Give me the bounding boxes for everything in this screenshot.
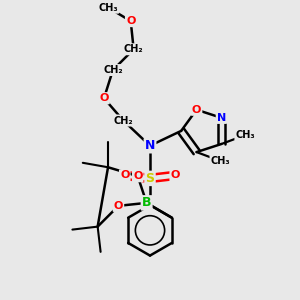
Text: CH₂: CH₂: [103, 65, 123, 75]
Text: CH₃: CH₃: [99, 3, 118, 13]
Text: CH₂: CH₂: [124, 44, 143, 54]
Text: O: O: [99, 93, 109, 103]
Text: S: S: [146, 172, 154, 185]
Text: O: O: [120, 170, 130, 180]
Text: CH₃: CH₃: [236, 130, 255, 140]
Text: O: O: [133, 171, 142, 181]
Text: O: O: [114, 201, 123, 211]
Text: N: N: [217, 113, 226, 123]
Text: CH₂: CH₂: [113, 116, 133, 125]
Text: N: N: [145, 139, 155, 152]
Text: O: O: [192, 105, 201, 115]
Text: O: O: [126, 16, 135, 26]
Text: O: O: [170, 170, 180, 180]
Text: CH₃: CH₃: [211, 156, 230, 166]
Text: B: B: [142, 196, 152, 209]
